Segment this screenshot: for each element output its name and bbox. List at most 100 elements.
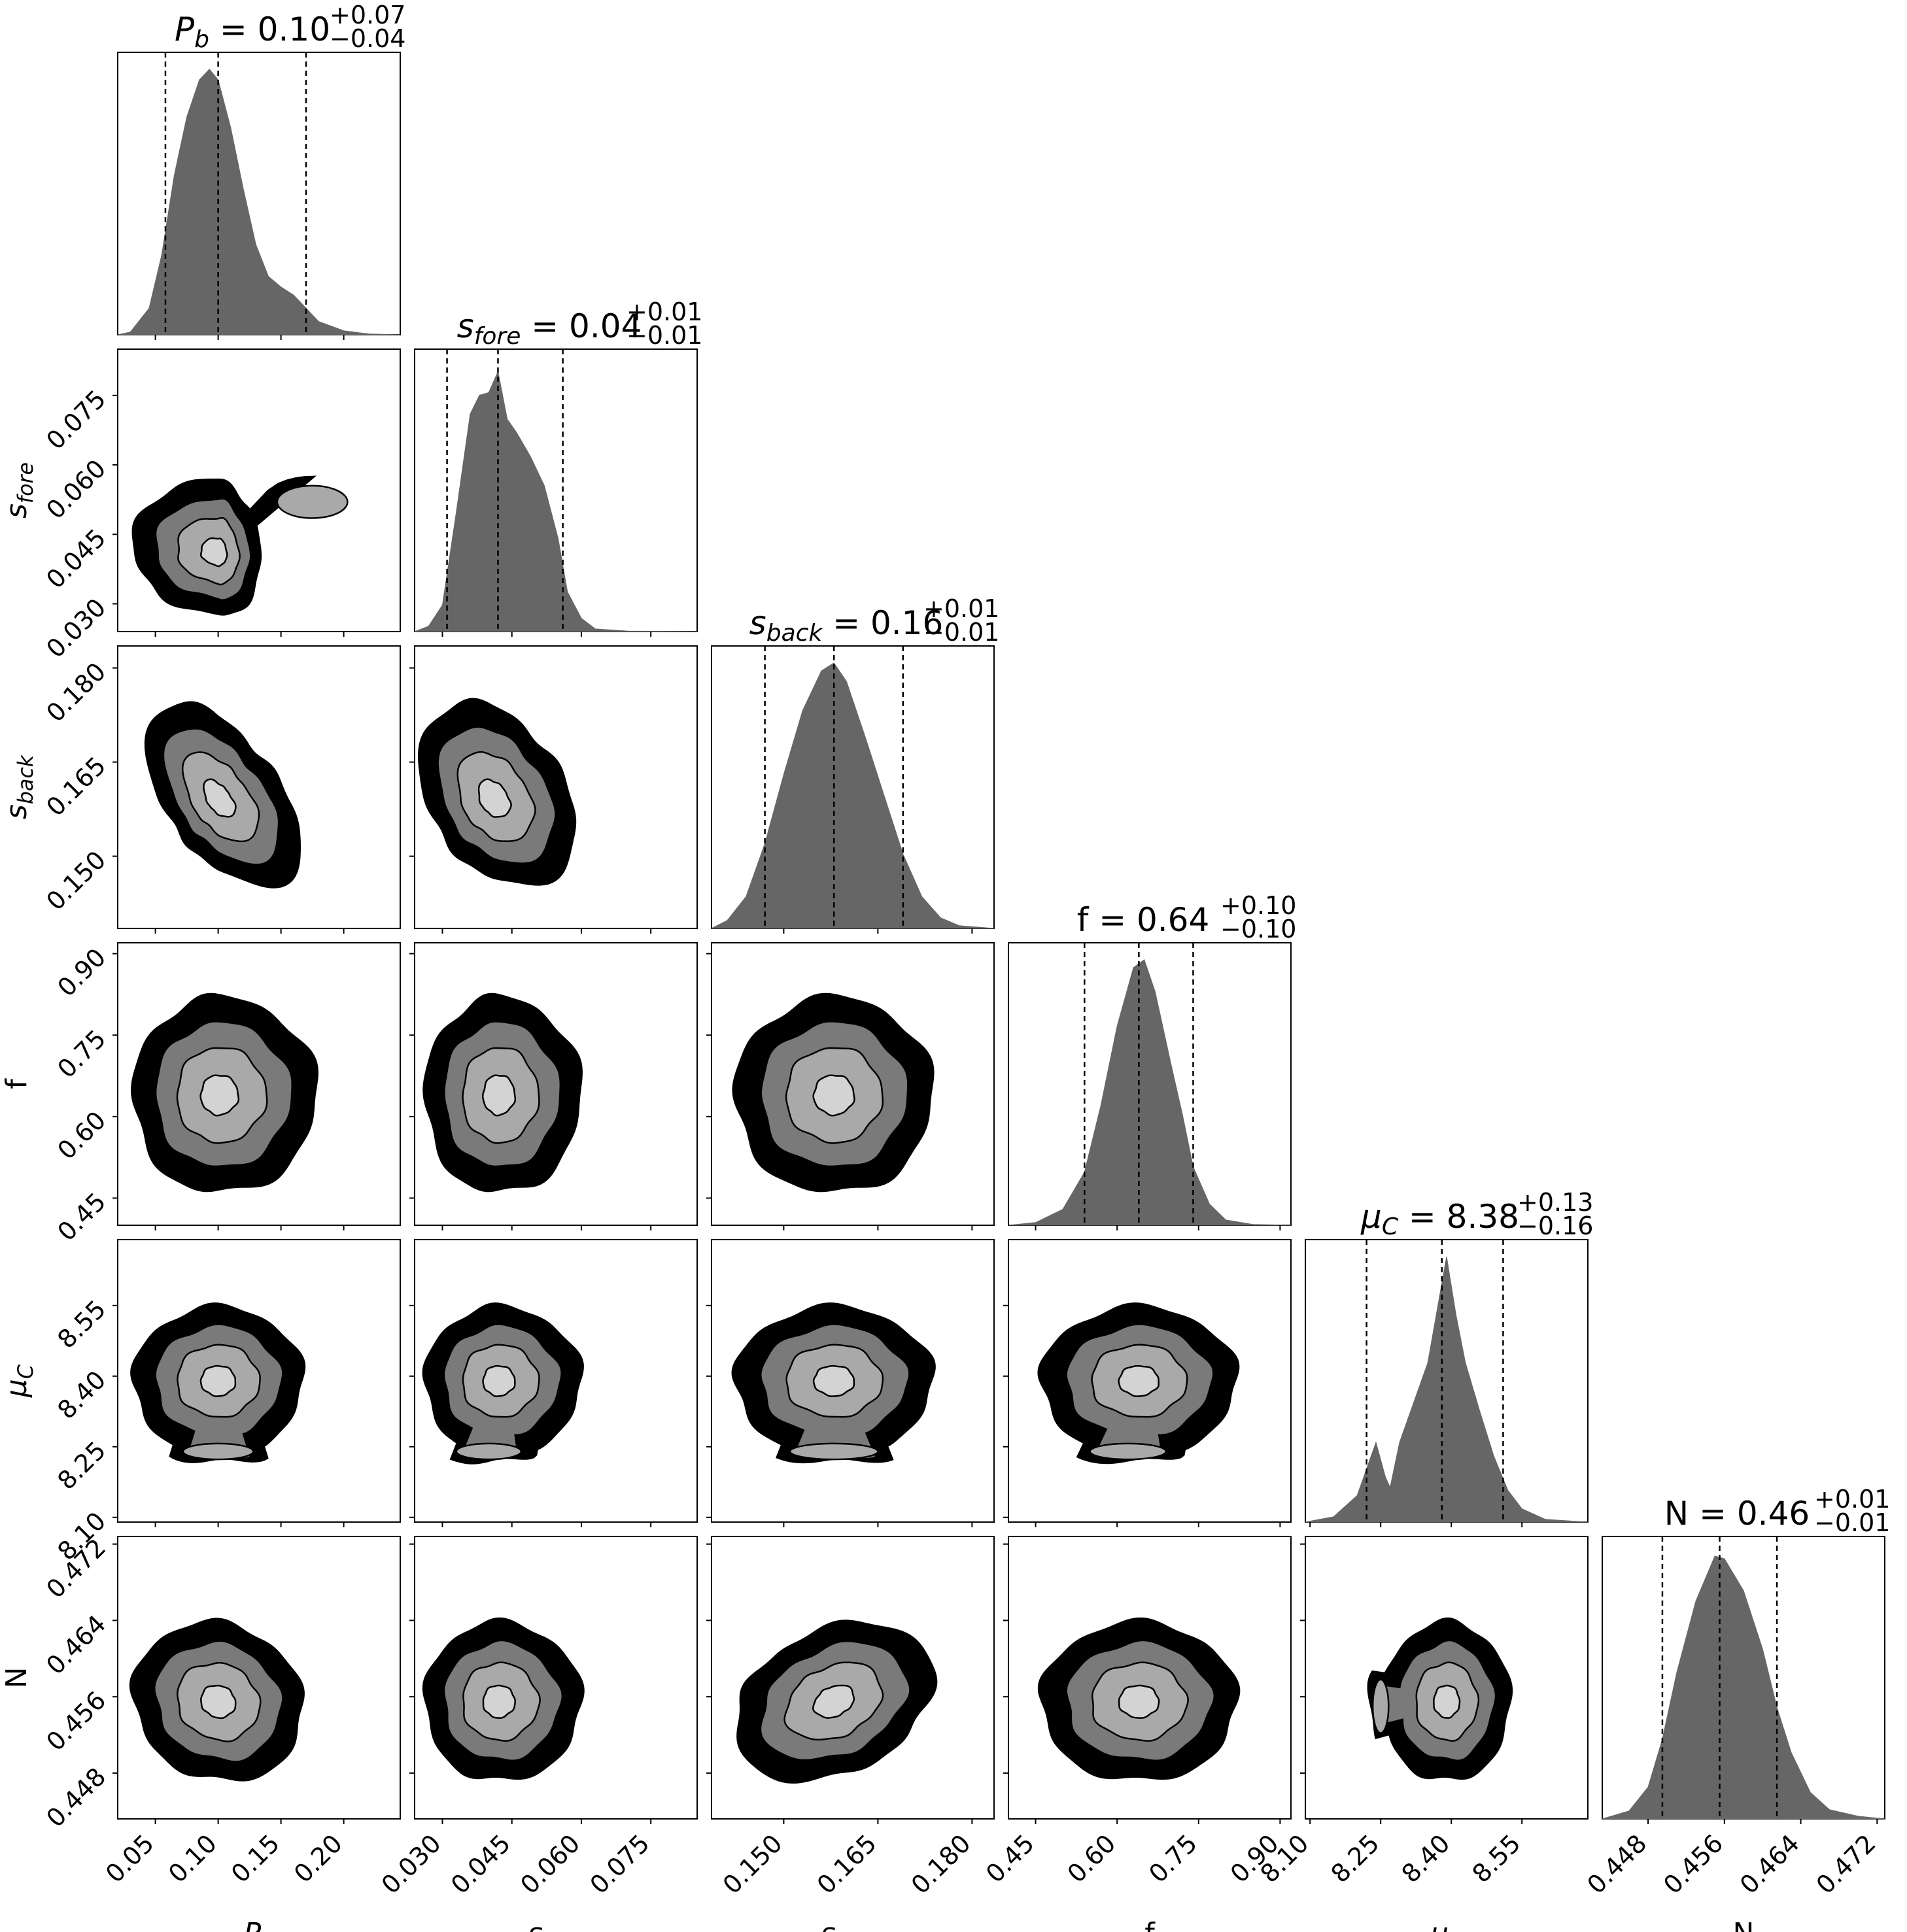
title-lower-error: −0.04 <box>330 24 405 53</box>
y-axis-label-sfore: sfore <box>0 462 38 518</box>
contour-level-1 <box>812 1684 855 1719</box>
y-tick-label: 0.464 <box>41 1610 111 1680</box>
hist-panel-muC <box>1305 1239 1589 1523</box>
x-axis-label-sfore-main: s <box>528 1917 543 1932</box>
contour-secondary-mode <box>276 484 349 519</box>
title-subscript: back <box>766 620 824 647</box>
title-lower-error: −0.10 <box>1220 915 1296 943</box>
hist-area-f <box>1008 959 1292 1226</box>
contour-level-1 <box>812 1364 855 1397</box>
x-tick-label: 0.165 <box>812 1829 882 1899</box>
title-upper-error: +0.13 <box>1517 1188 1593 1217</box>
x-axis-N: 0.448 0.456 0.464 0.472 <box>1581 1819 1881 1899</box>
x-axis-label-f: f <box>1144 1917 1156 1932</box>
contour-secondary-mode <box>1371 1678 1390 1734</box>
contour-level-1 <box>477 778 512 818</box>
hist-area-N <box>1602 1555 1885 1820</box>
x-axis-label-muC-main: μ <box>1430 1917 1449 1932</box>
contour-level-1 <box>199 1074 240 1117</box>
x-axis-label-sfore: sfore <box>528 1917 584 1932</box>
contour-secondary-mode <box>182 1442 254 1461</box>
contour-panel-Pb-sfore <box>117 348 401 632</box>
x-tick-label: 0.60 <box>1062 1829 1122 1888</box>
y-tick-label: 0.90 <box>52 943 111 1002</box>
y-axis-label-sback-sub: back <box>14 754 38 804</box>
x-tick-label: 0.45 <box>980 1829 1040 1888</box>
contour-level-1 <box>199 1364 237 1397</box>
contour-level-1 <box>1118 1364 1160 1397</box>
contour-level-1 <box>482 1364 516 1397</box>
contour-panel-sback-f <box>711 942 995 1226</box>
x-tick-label: 0.10 <box>163 1829 222 1888</box>
title-upper-error: +0.01 <box>1814 1485 1890 1514</box>
y-tick-label: 0.075 <box>41 384 111 455</box>
y-axis-label-sfore-main: s <box>0 503 33 518</box>
y-tick-label: 0.60 <box>52 1106 111 1165</box>
title-lower-error: −0.01 <box>923 618 999 647</box>
x-tick-label: 0.075 <box>585 1829 655 1899</box>
contour-panel-sfore-N <box>414 1536 698 1820</box>
x-tick-label: 0.030 <box>376 1829 447 1899</box>
x-tick-label: 0.472 <box>1811 1829 1881 1899</box>
panel-title-sback: sback = 0.16 <box>749 604 944 647</box>
title-upper-error: +0.10 <box>1220 891 1296 920</box>
contour-panel-sfore-f <box>414 942 698 1226</box>
y-tick-label: 0.75 <box>52 1024 111 1083</box>
hist-area-sfore <box>414 370 698 632</box>
y-tick-label: 0.180 <box>41 657 111 728</box>
contour-level-1 <box>812 1074 855 1117</box>
y-axis-label-N-main: N <box>0 1667 33 1689</box>
y-tick-label: 0.045 <box>41 524 111 594</box>
title-lower-error: −0.01 <box>1814 1508 1890 1537</box>
x-axis-label-f-main: f <box>1144 1917 1156 1932</box>
x-axis-label-sback: sback <box>821 1917 886 1932</box>
x-axis-label-Pb-main: P <box>244 1917 262 1932</box>
hist-panel-f <box>1008 942 1292 1226</box>
y-axis-label-sback-main: s <box>0 804 33 819</box>
panel-title-muC: μC = 8.38 <box>1360 1198 1519 1240</box>
title-upper-error: +0.07 <box>330 1 405 29</box>
contour-panel-sfore-muC <box>414 1239 698 1523</box>
x-axis-label-N: N <box>1733 1917 1755 1932</box>
x-tick-label: 0.060 <box>515 1829 585 1899</box>
panel-title-f: f = 0.64 <box>1077 901 1210 939</box>
title-symbol: s <box>457 307 474 345</box>
title-upper-error: +0.01 <box>627 297 702 326</box>
contour-level-1 <box>482 1684 516 1719</box>
title-value: = 0.46 <box>1689 1495 1810 1533</box>
contour-panel-Pb-N <box>117 1536 401 1820</box>
title-symbol: f <box>1077 901 1090 939</box>
panel-title-Pb: Pb = 0.10 <box>175 10 330 53</box>
panel-title-N: N = 0.46 <box>1664 1495 1810 1533</box>
x-tick-label: 0.045 <box>445 1829 516 1899</box>
hist-area-muC <box>1305 1256 1589 1523</box>
title-subscript: fore <box>474 323 521 350</box>
y-tick-label: 8.40 <box>52 1365 111 1425</box>
y-axis-label-f: f <box>0 1078 33 1089</box>
contour-level-1 <box>200 1684 237 1720</box>
contour-panel-Pb-f <box>117 942 401 1226</box>
x-tick-label: 0.448 <box>1581 1829 1652 1899</box>
x-tick-label: 8.25 <box>1326 1829 1385 1888</box>
y-tick-label: 8.25 <box>52 1436 111 1495</box>
x-tick-label: 0.464 <box>1734 1829 1805 1899</box>
x-tick-label: 0.150 <box>717 1829 788 1899</box>
y-axis-label-N: N <box>0 1667 33 1689</box>
panel-title-sfore: sfore = 0.04 <box>457 307 642 350</box>
hist-panel-sfore <box>414 348 698 632</box>
x-axis-label-muC: μC <box>1430 1917 1463 1932</box>
x-tick-label: 0.15 <box>226 1829 285 1888</box>
contour-secondary-mode <box>1089 1442 1167 1461</box>
y-axis-label-f-main: f <box>0 1078 33 1089</box>
contour-panel-sfore-sback <box>414 645 698 929</box>
hist-panel-sback <box>711 645 995 929</box>
y-axis-label-sfore-sub: fore <box>14 462 38 503</box>
contour-secondary-mode <box>789 1442 879 1461</box>
y-tick-label: 0.45 <box>52 1187 111 1247</box>
title-symbol: s <box>749 604 766 642</box>
y-tick-label: 0.060 <box>41 454 111 524</box>
hist-area-sback <box>711 662 995 929</box>
x-tick-label: 8.55 <box>1467 1829 1526 1888</box>
title-value: = 0.64 <box>1088 901 1209 939</box>
